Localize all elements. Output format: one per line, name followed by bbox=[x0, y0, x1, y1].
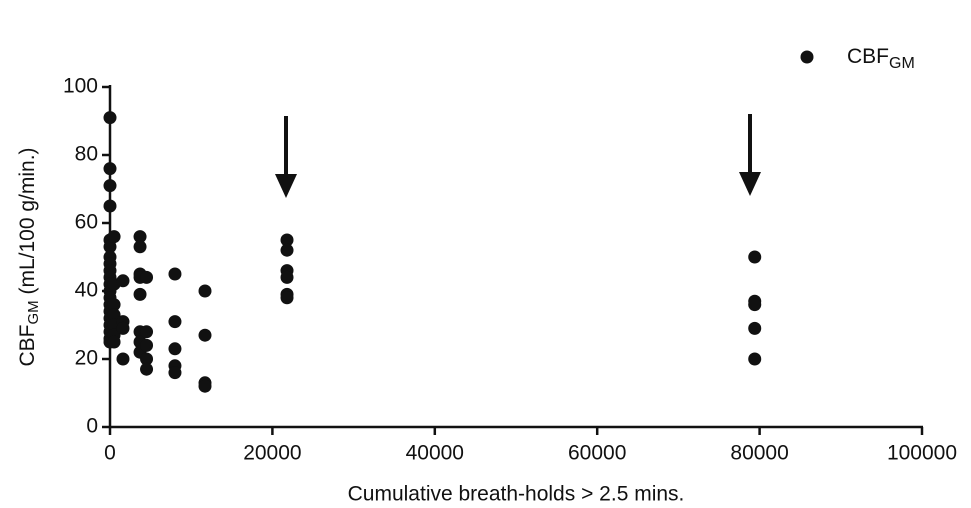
point bbox=[133, 230, 147, 244]
point bbox=[280, 291, 294, 305]
point bbox=[140, 325, 154, 339]
legend-name: CBF bbox=[847, 45, 889, 68]
y-tick-label: 40 bbox=[75, 279, 98, 302]
x-tick-label: 100000 bbox=[887, 442, 957, 465]
y-axis-label: CBFGM (mL/100 g/min.) bbox=[16, 147, 42, 366]
point bbox=[103, 111, 117, 125]
point bbox=[748, 321, 762, 335]
point bbox=[168, 267, 182, 281]
point bbox=[140, 362, 154, 376]
legend-marker bbox=[800, 50, 814, 64]
point bbox=[103, 240, 117, 254]
y-label-main: CBF bbox=[16, 325, 39, 367]
point bbox=[107, 230, 121, 244]
y-tick-label: 20 bbox=[75, 347, 98, 370]
point bbox=[103, 199, 117, 213]
point bbox=[107, 298, 121, 312]
point bbox=[107, 308, 121, 322]
x-tick-label: 80000 bbox=[730, 442, 788, 465]
y-tick-label: 0 bbox=[86, 415, 98, 438]
point bbox=[103, 179, 117, 193]
point bbox=[168, 342, 182, 356]
y-tick-label: 100 bbox=[63, 75, 98, 98]
point bbox=[107, 335, 121, 349]
point bbox=[116, 274, 130, 288]
point bbox=[280, 243, 294, 257]
point bbox=[168, 315, 182, 329]
x-tick-label: 0 bbox=[104, 442, 116, 465]
point bbox=[280, 270, 294, 284]
y-tick-label: 80 bbox=[75, 143, 98, 166]
x-tick-label: 40000 bbox=[406, 442, 464, 465]
x-tick-label: 60000 bbox=[568, 442, 626, 465]
point bbox=[103, 162, 117, 176]
point bbox=[198, 328, 212, 342]
point bbox=[140, 338, 154, 352]
point bbox=[140, 270, 154, 284]
point bbox=[198, 284, 212, 298]
point bbox=[748, 298, 762, 312]
point bbox=[198, 379, 212, 393]
x-tick-label: 20000 bbox=[243, 442, 301, 465]
legend-label: CBFGM bbox=[847, 45, 915, 73]
point bbox=[748, 250, 762, 264]
point bbox=[168, 366, 182, 380]
y-label-rest: (mL/100 g/min.) bbox=[16, 147, 39, 300]
point bbox=[133, 240, 147, 254]
x-axis-label: Cumulative breath-holds > 2.5 mins. bbox=[348, 483, 685, 506]
point bbox=[140, 352, 154, 366]
y-tick-label: 60 bbox=[75, 211, 98, 234]
y-label-sub: GM bbox=[25, 300, 42, 324]
arrow bbox=[739, 114, 761, 196]
point bbox=[133, 287, 147, 301]
point bbox=[280, 233, 294, 247]
point bbox=[116, 352, 130, 366]
point bbox=[116, 321, 130, 335]
point bbox=[748, 352, 762, 366]
arrow bbox=[275, 116, 297, 198]
legend-name-sub: GM bbox=[889, 55, 915, 72]
